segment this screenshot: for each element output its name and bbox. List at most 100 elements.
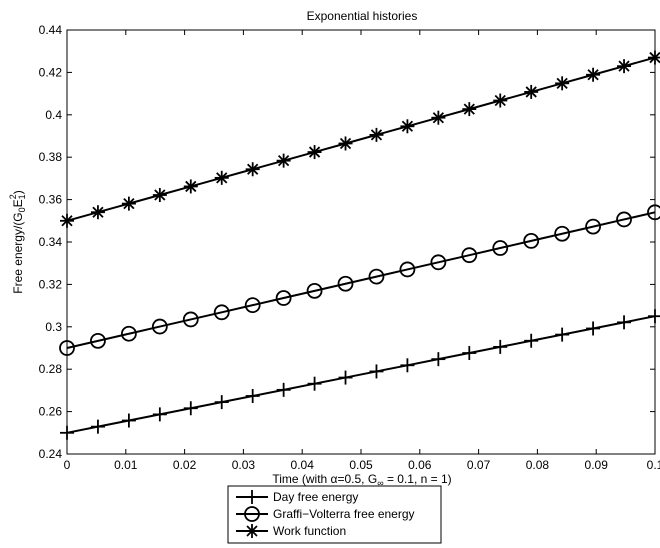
data-point [120, 325, 137, 342]
data-point [276, 382, 291, 397]
data-point [60, 213, 74, 228]
data-point [369, 127, 384, 142]
data-point [462, 346, 477, 361]
data-point [555, 327, 570, 342]
data-point [586, 67, 601, 82]
data-point [90, 332, 106, 349]
x-tick-label: 0.05 [349, 458, 373, 472]
x-tick-label: 0.01 [114, 458, 138, 472]
data-point [616, 211, 632, 228]
data-point [151, 318, 168, 335]
x-tick-label: 0.02 [173, 458, 197, 472]
y-tick-label: 0.36 [39, 193, 63, 207]
data-point [90, 419, 105, 434]
x-axis: 0 0.01 0.02 0.03 0.04 0.05 0.06 0.07 0.08 0.09 0.1 [64, 30, 660, 472]
data-point [493, 93, 508, 108]
data-point [647, 204, 660, 221]
y-tick-label: 0.32 [39, 277, 63, 291]
data-point [90, 205, 105, 220]
x-tick-label: 0.07 [467, 458, 491, 472]
data-point [492, 240, 509, 256]
y-tick-label: 0.38 [39, 150, 63, 164]
y-axis-label: Free energy/(G0E12) [8, 190, 27, 293]
data-point [121, 413, 136, 428]
data-point [275, 290, 292, 306]
data-point [152, 407, 167, 422]
data-point [214, 395, 229, 410]
y-tick-label: 0.42 [39, 65, 63, 79]
data-point [368, 268, 385, 285]
data-point [276, 153, 291, 168]
data-point [214, 170, 229, 185]
data-point [617, 59, 632, 74]
plot-frame [66, 29, 656, 455]
data-point [337, 275, 354, 292]
data-point [585, 218, 601, 235]
data-point [554, 225, 571, 242]
legend-label: Graffi−Volterra free energy [273, 507, 415, 521]
legend: Day free energy Graffi−Volterra free ener… [227, 485, 442, 544]
x-tick-label: 0.09 [585, 458, 609, 472]
data-point [524, 84, 539, 99]
data-point [399, 261, 416, 278]
x-axis-label: Time (with α=0.5, G∞ = 0.1, n = 1) [272, 472, 451, 488]
data-point [183, 179, 198, 194]
data-point [524, 333, 539, 348]
data-point [59, 340, 75, 356]
series-line [66, 56, 656, 222]
data-point [493, 339, 508, 354]
data-point [307, 145, 322, 160]
data-point [60, 425, 74, 440]
x-tick-label: 0.1 [647, 458, 660, 472]
series-line [66, 211, 656, 349]
legend-item: Day free energy [236, 490, 358, 504]
data-point [400, 358, 415, 373]
x-tick-label: 0.08 [526, 458, 550, 472]
x-tick-label: 0 [64, 458, 71, 472]
data-point [306, 282, 323, 299]
data-point [586, 321, 601, 336]
y-tick-label: 0.4 [45, 108, 62, 122]
x-tick-label: 0.03 [232, 458, 256, 472]
data-point [461, 247, 478, 264]
legend-marker [245, 524, 259, 538]
data-point [555, 76, 570, 91]
data-point [430, 254, 447, 271]
data-point [617, 315, 632, 330]
legend-label: Day free energy [273, 490, 358, 504]
data-point [244, 297, 261, 314]
y-tick-label: 0.34 [39, 235, 63, 249]
y-tick-label: 0.3 [45, 320, 62, 334]
legend-item: Work function [236, 524, 346, 538]
data-point [213, 304, 230, 321]
x-tick-label: 0.06 [408, 458, 432, 472]
data-point [647, 50, 660, 65]
y-tick-label: 0.28 [39, 362, 63, 376]
data-point [245, 162, 260, 177]
legend-marker [244, 506, 260, 522]
y-tick-label: 0.24 [39, 447, 63, 461]
data-point [338, 136, 353, 151]
y-tick-label: 0.44 [39, 23, 63, 37]
series-line [66, 315, 656, 434]
series-circle [59, 204, 660, 356]
data-point [431, 352, 446, 367]
data-point [369, 364, 384, 379]
legend-item: Graffi−Volterra free energy [236, 506, 415, 522]
y-axis: 0.24 0.26 0.28 0.3 0.32 0.34 0.36 0.38 0.4 0.42 0.… [39, 23, 655, 461]
data-point [400, 119, 415, 134]
data-point [338, 370, 353, 385]
data-point [152, 188, 167, 203]
data-point [121, 196, 136, 211]
data-point [431, 110, 446, 125]
x-tick-label: 0.04 [291, 458, 315, 472]
legend-label: Work function [273, 524, 346, 538]
legend-marker [245, 490, 259, 504]
data-point [182, 311, 199, 328]
chart-title: Exponential histories [307, 9, 418, 23]
data-point [183, 401, 198, 416]
data-point [245, 388, 260, 403]
data-point [307, 376, 322, 391]
series-star [60, 50, 660, 228]
